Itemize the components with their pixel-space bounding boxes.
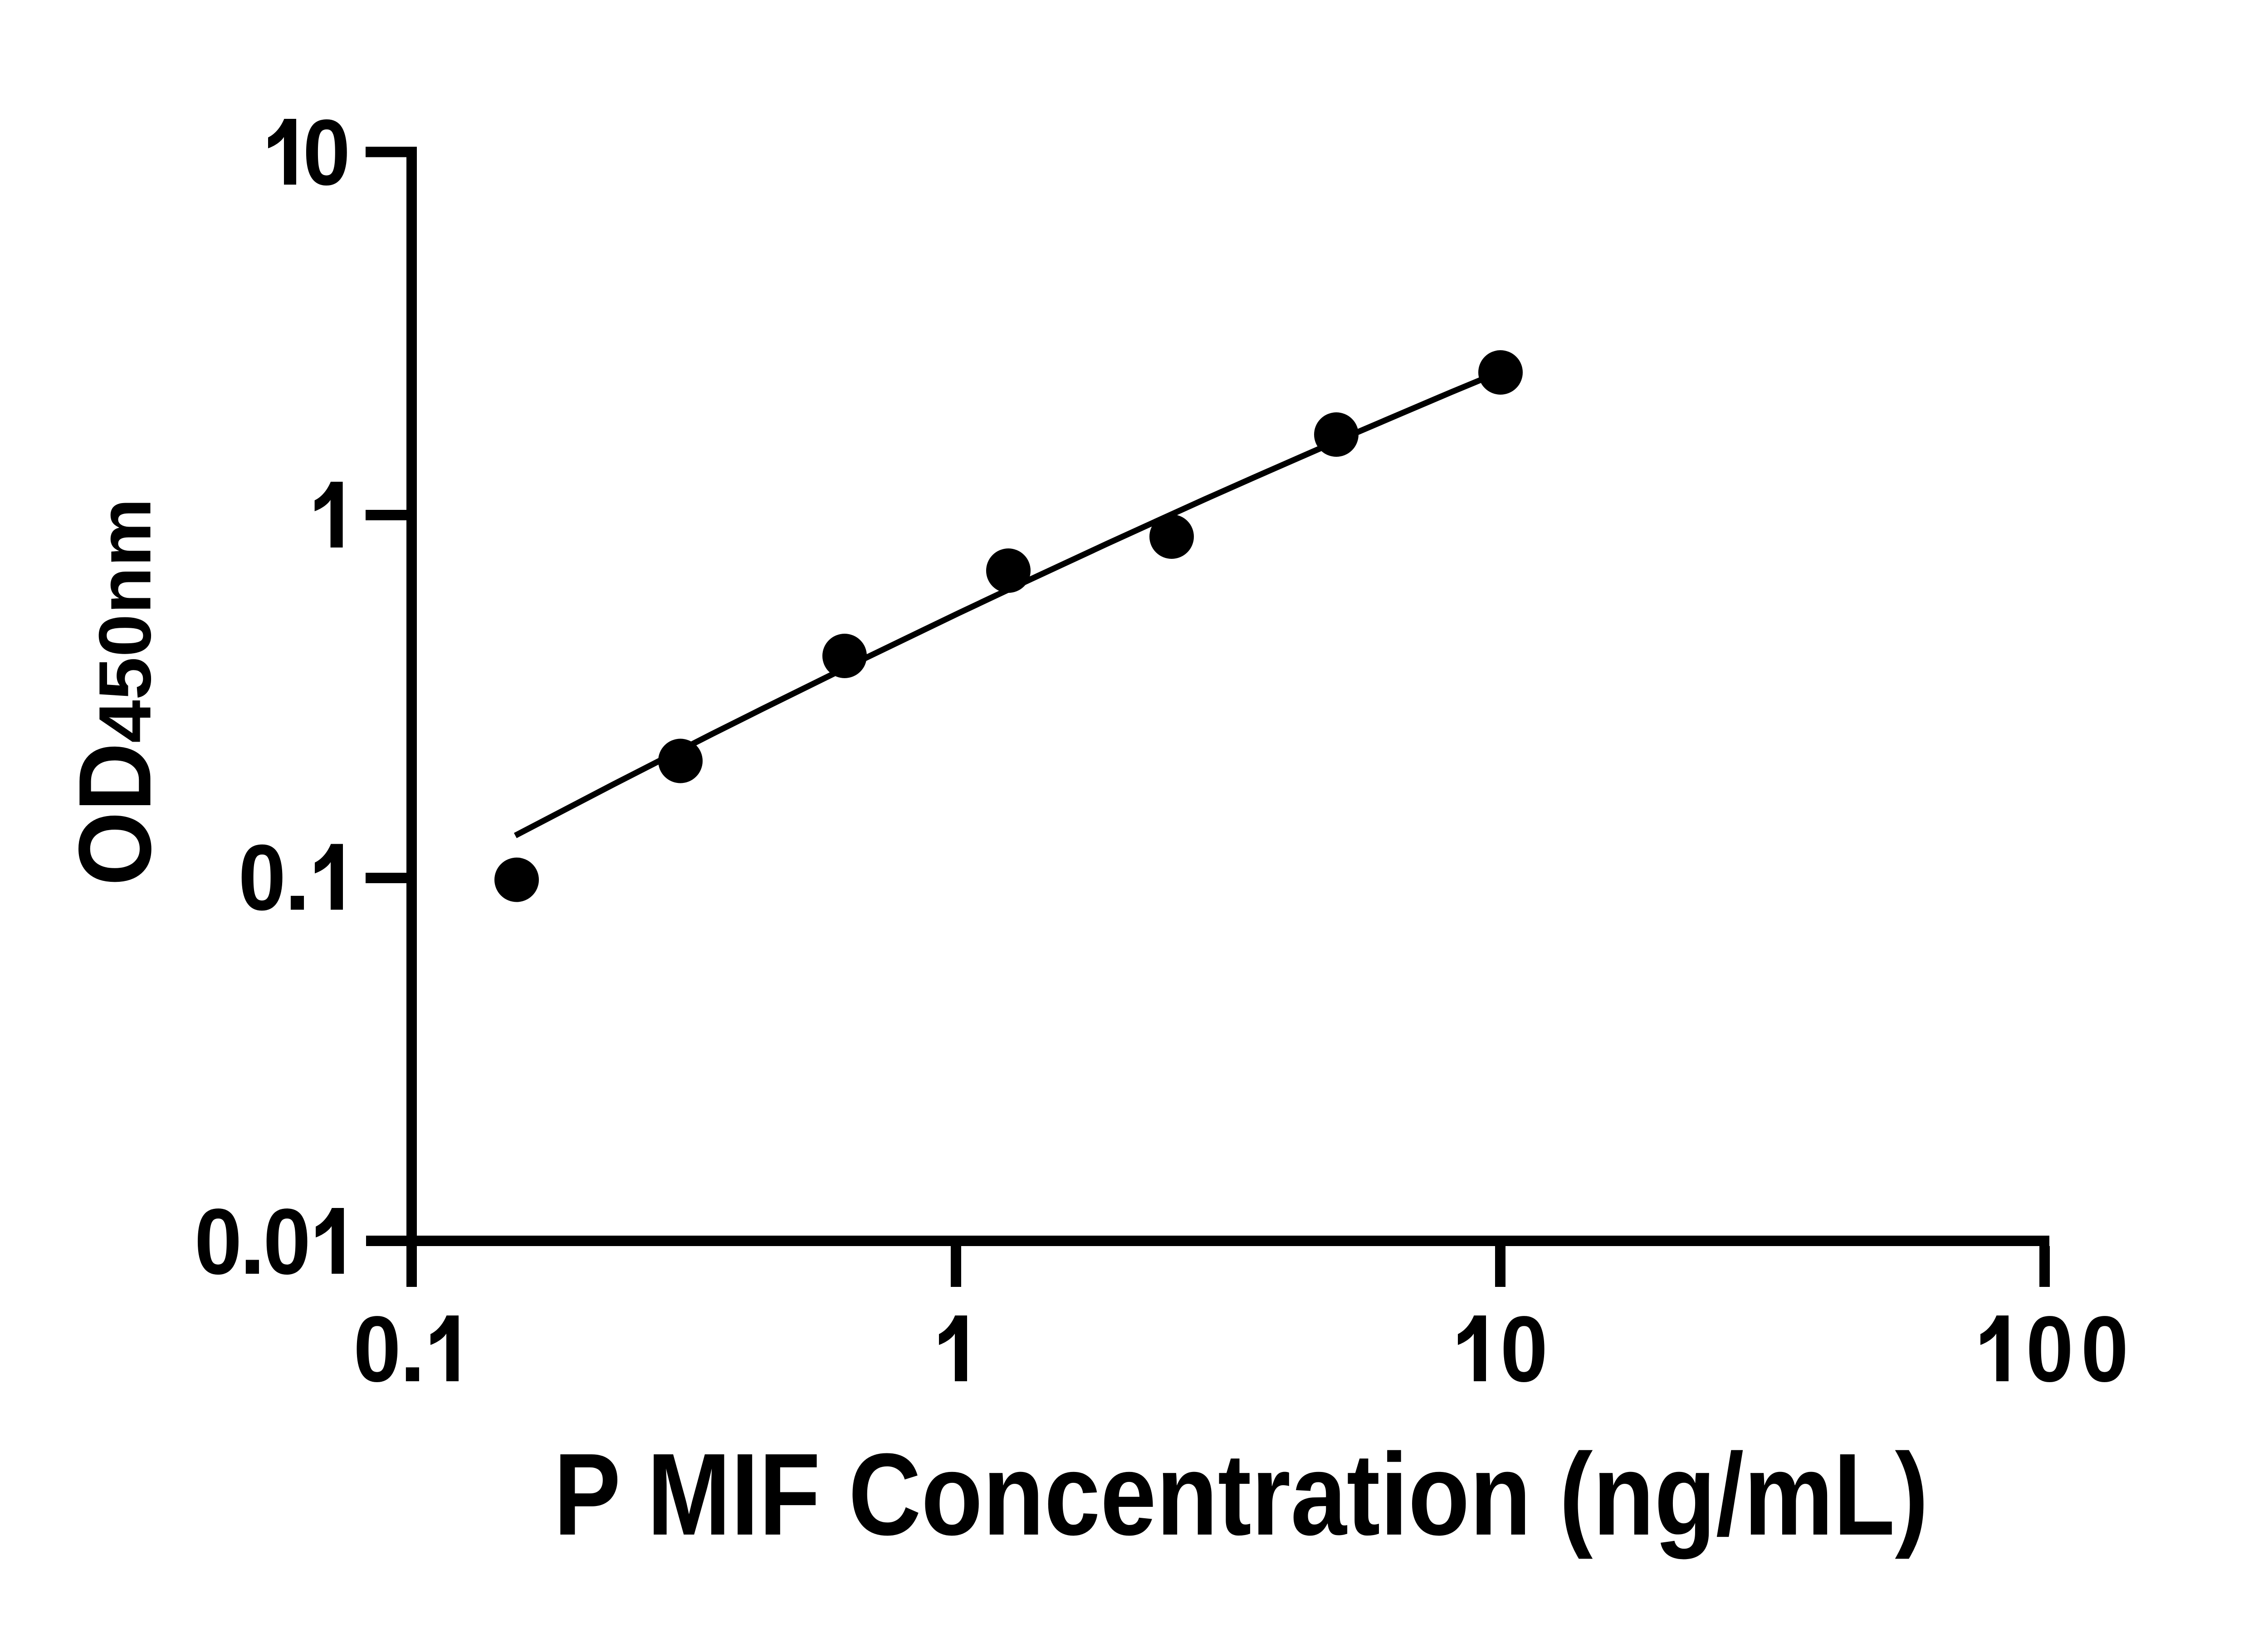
svg-text:0: 0 bbox=[263, 1189, 311, 1294]
svg-text:0: 0 bbox=[1500, 1297, 1548, 1401]
svg-text:.: . bbox=[284, 826, 310, 930]
svg-text:0: 0 bbox=[238, 826, 286, 930]
svg-text:0: 0 bbox=[353, 1297, 401, 1401]
svg-text:0: 0 bbox=[195, 1189, 242, 1294]
svg-text:.: . bbox=[240, 1189, 265, 1294]
svg-text:450nm: 450nm bbox=[83, 498, 166, 743]
svg-text:P MIF Concentration (ng/mL): P MIF Concentration (ng/mL) bbox=[554, 1429, 1929, 1560]
svg-text:0: 0 bbox=[2026, 1297, 2073, 1401]
svg-text:0: 0 bbox=[303, 100, 351, 205]
svg-text:0: 0 bbox=[2081, 1297, 2129, 1401]
svg-text:OD: OD bbox=[58, 743, 173, 886]
svg-text:.: . bbox=[400, 1297, 425, 1401]
